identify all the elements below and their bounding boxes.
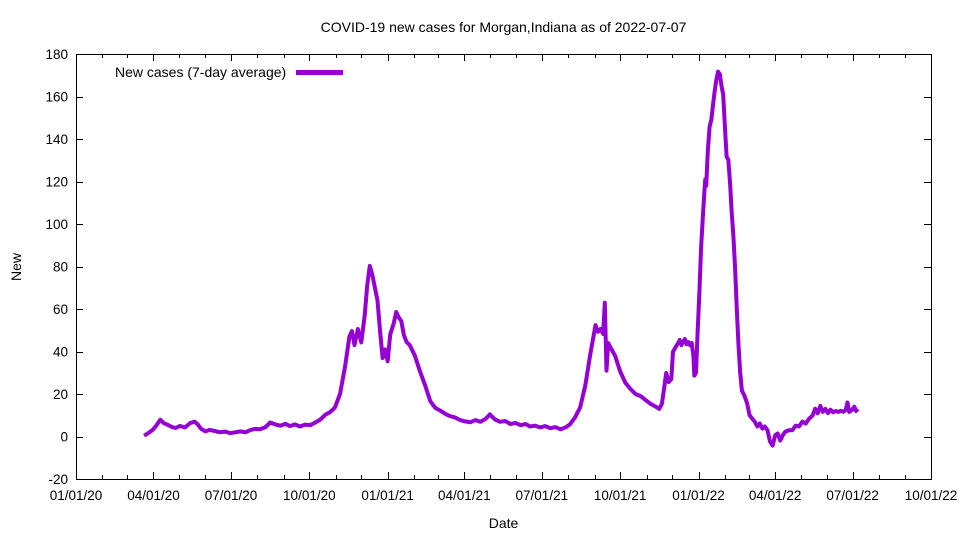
- legend-label: New cases (7-day average): [115, 64, 287, 80]
- x-tick-label: 04/01/20: [127, 488, 180, 503]
- y-tick-label: 60: [53, 302, 68, 317]
- x-tick-label: 10/01/21: [594, 488, 647, 503]
- x-tick-label: 04/01/22: [749, 488, 802, 503]
- x-tick-label: 01/01/21: [361, 488, 414, 503]
- y-tick-label: 160: [45, 90, 68, 105]
- x-tick-label: 10/01/22: [905, 488, 958, 503]
- x-tick-label: 07/01/22: [826, 488, 879, 503]
- y-tick-label: -20: [48, 472, 68, 487]
- y-tick-label: 100: [45, 217, 68, 232]
- data-line-new-cases-7-day-average-: [143, 69, 860, 448]
- x-tick-label: 10/01/20: [283, 488, 336, 503]
- x-axis-label: Date: [488, 515, 519, 531]
- legend-line-sample: [296, 69, 344, 75]
- y-tick-label: 0: [60, 430, 68, 445]
- x-tick-label: 07/01/20: [205, 488, 258, 503]
- y-axis-label: New: [8, 253, 24, 282]
- y-tick-label: 140: [45, 132, 68, 147]
- y-tick-label: 120: [45, 175, 68, 190]
- y-tick-label: 180: [45, 47, 68, 62]
- plot-frame: [76, 54, 932, 480]
- x-tick-label: 01/01/20: [50, 488, 103, 503]
- y-tick-label: 80: [53, 260, 68, 275]
- x-tick-label: 07/01/21: [516, 488, 569, 503]
- legend: New cases (7-day average): [115, 63, 344, 81]
- y-tick-label: 20: [53, 387, 68, 402]
- chart-title: COVID-19 new cases for Morgan,Indiana as…: [320, 19, 687, 35]
- x-tick-label: 04/01/21: [438, 488, 491, 503]
- x-tick-label: 01/01/22: [672, 488, 725, 503]
- y-tick-label: 40: [53, 345, 68, 360]
